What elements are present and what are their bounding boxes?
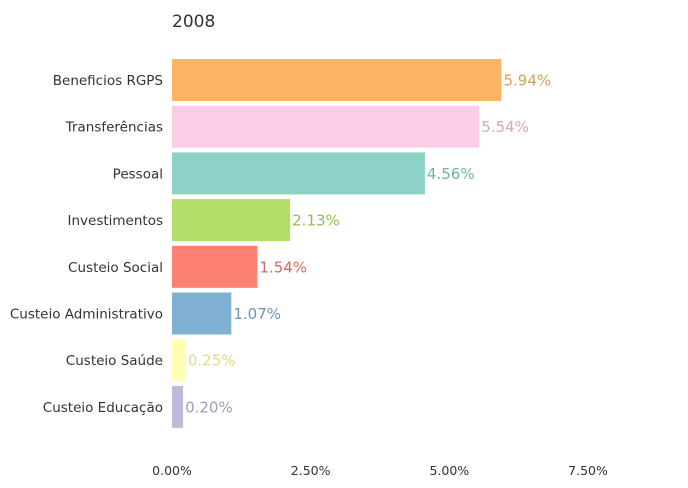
bar-transferencias	[172, 105, 480, 148]
bar-custeio-administrativo	[172, 292, 232, 335]
value-label-custeio-social: 1.54%	[259, 258, 307, 276]
x-tick-label-0: 0.00%	[152, 463, 192, 478]
bar-custeio-saude	[172, 339, 186, 382]
category-label-custeio-social: Custeio Social	[68, 260, 163, 276]
value-label-pessoal: 4.56%	[427, 165, 475, 183]
x-tick-label-2: 5.00%	[429, 463, 469, 478]
category-label-investimentos: Investimentos	[67, 213, 163, 229]
bars-group	[172, 59, 502, 428]
bar-pessoal	[172, 152, 425, 195]
category-label-custeio-saude: Custeio Saúde	[66, 353, 163, 369]
category-label-beneficios-rgps: Beneficios RGPS	[53, 73, 163, 89]
category-labels: Beneficios RGPS Transferências Pessoal Inve…	[10, 73, 163, 416]
x-tick-label-3: 7.50%	[568, 463, 608, 478]
category-label-custeio-educacao: Custeio Educação	[43, 400, 163, 416]
value-label-custeio-administrativo: 1.07%	[233, 305, 281, 323]
category-label-pessoal: Pessoal	[113, 166, 163, 182]
bar-beneficios-rgps	[172, 59, 502, 101]
chart-title: 2008	[172, 12, 215, 32]
x-tick-label-1: 2.50%	[291, 463, 331, 478]
bar-custeio-educacao	[172, 385, 184, 428]
value-label-transferencias: 5.54%	[481, 118, 529, 136]
bar-custeio-social	[172, 245, 258, 288]
category-label-transferencias: Transferências	[65, 120, 163, 136]
value-label-custeio-educacao: 0.20%	[185, 398, 233, 416]
value-label-investimentos: 2.13%	[292, 212, 340, 230]
value-label-custeio-saude: 0.25%	[188, 352, 236, 370]
x-axis-ticks: 0.00% 2.50% 5.00% 7.50%	[152, 463, 608, 478]
value-label-beneficios-rgps: 5.94%	[503, 72, 551, 90]
value-labels: 5.94% 5.54% 4.56% 2.13% 1.54% 1.07% 0.25% 0.20%	[185, 72, 551, 417]
bar-investimentos	[172, 199, 291, 242]
category-label-custeio-administrativo: Custeio Administrativo	[10, 307, 163, 323]
